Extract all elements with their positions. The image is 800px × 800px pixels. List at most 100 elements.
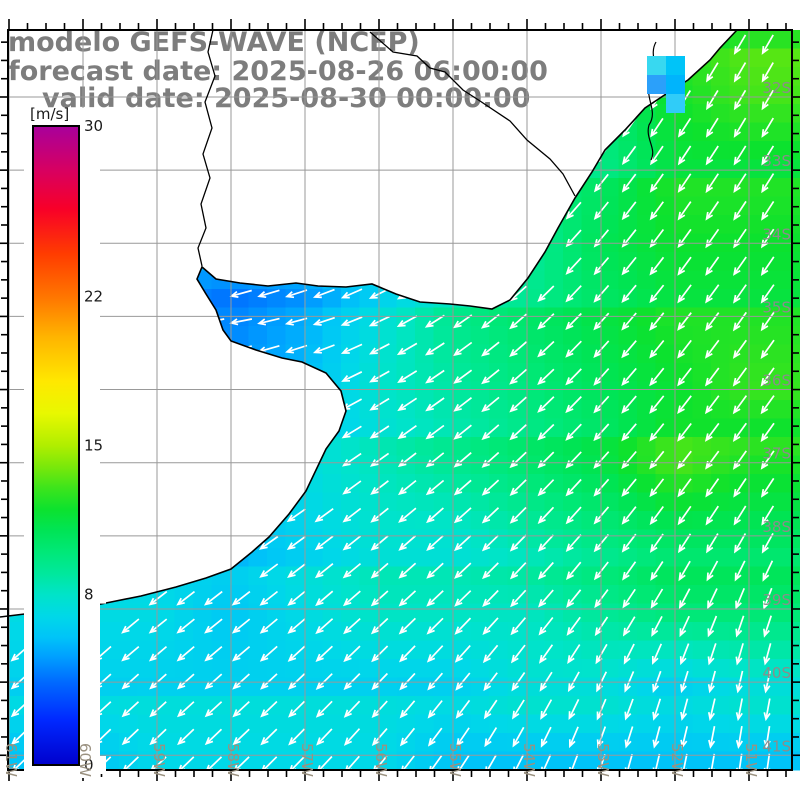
field-cell: [526, 344, 545, 364]
field-cell: [692, 289, 712, 308]
field-cell: [267, 326, 286, 345]
field-cell: [674, 696, 693, 715]
wave-arrow: [397, 397, 418, 412]
wave-arrow: [649, 423, 665, 442]
field-cell: [119, 751, 138, 771]
field-cell: [396, 474, 416, 493]
field-cell: [544, 640, 564, 660]
field-cell: [674, 603, 693, 623]
field-cell: [526, 381, 545, 401]
field-cell: [322, 714, 342, 734]
wave-arrow: [621, 256, 637, 276]
field-cell: [433, 381, 453, 401]
field-cell: [711, 511, 730, 530]
wave-arrow: [398, 562, 417, 579]
wave-arrow: [568, 726, 579, 749]
colorbar-tick-bg: [82, 436, 106, 455]
field-cell: [600, 215, 619, 234]
field-cell: [396, 659, 416, 678]
field-cell: [359, 659, 379, 678]
field-cell: [452, 381, 471, 401]
field-cell: [156, 733, 175, 752]
field-cell: [452, 418, 471, 438]
field-cell: [581, 511, 601, 530]
wave-arrow: [314, 535, 334, 551]
field-cell: [415, 603, 434, 623]
field-cell: [729, 85, 749, 105]
field-cell: [359, 492, 379, 512]
field-cell: [452, 659, 471, 678]
wave-arrow: [705, 450, 720, 470]
lat-label: 38S: [762, 518, 791, 536]
field-cell: [378, 418, 397, 438]
field-cell: [230, 566, 249, 586]
wave-arrow: [677, 422, 692, 442]
colorbar-tick-bg: [82, 585, 106, 604]
field-cell: [600, 178, 619, 197]
field-cell: [581, 640, 601, 660]
wave-arrow: [369, 397, 390, 411]
wave-arrow: [454, 562, 472, 579]
field-cell: [692, 751, 712, 771]
field-cell: [637, 566, 656, 586]
field-cell: [156, 751, 175, 771]
field-cell: [507, 474, 527, 493]
wave-arrow: [593, 368, 610, 386]
field-cell: [304, 585, 323, 604]
field-cell: [563, 326, 582, 345]
field-cell: [452, 714, 471, 734]
field-cell: [433, 455, 453, 475]
field-cell: [507, 363, 527, 382]
wave-arrow: [286, 508, 307, 523]
wave-arrow: [621, 478, 637, 497]
field-cell: [100, 659, 120, 678]
field-cell: [748, 714, 767, 734]
field-cell: [581, 307, 601, 327]
wave-arrow: [565, 506, 582, 525]
field-cell: [359, 622, 379, 641]
wave-arrow: [732, 339, 747, 359]
field-cell: [544, 733, 564, 752]
field-cell: [563, 437, 582, 456]
wave-arrow: [593, 173, 609, 193]
field-cell: [322, 659, 342, 678]
field-cell: [618, 474, 638, 493]
wave-arrow: [593, 478, 610, 497]
wave-arrow: [260, 700, 278, 718]
wave-arrow: [509, 562, 527, 580]
wave-arrow: [761, 89, 774, 111]
field-cell: [193, 714, 212, 734]
field-cell: [637, 437, 656, 456]
field-cell: [637, 344, 656, 364]
field-cell: [563, 640, 582, 660]
field-cell: [359, 733, 379, 752]
field-cell: [304, 622, 323, 641]
field-cell: [174, 603, 194, 623]
field-cell: [452, 751, 471, 771]
field-cell: [452, 326, 471, 345]
field-cell: [415, 437, 434, 456]
wave-arrow: [565, 478, 582, 497]
field-cell: [711, 252, 730, 271]
field-cell: [729, 548, 749, 567]
colorbar-tick-label: 30: [84, 117, 103, 135]
wave-arrow: [509, 479, 527, 496]
field-cell: [8, 622, 27, 641]
field-cell: [341, 492, 360, 512]
lon-label: 52W: [668, 743, 686, 777]
field-cell: [119, 603, 138, 623]
field-cell: [729, 307, 749, 327]
wave-arrow: [621, 367, 637, 386]
field-cell: [470, 603, 490, 623]
field-cell: [655, 437, 675, 456]
field-cell: [137, 751, 157, 771]
wave-arrow: [761, 34, 774, 55]
field-cell: [322, 548, 342, 567]
wave-arrow: [149, 701, 167, 718]
field-cell: [618, 751, 638, 771]
wave-arrow: [176, 645, 195, 662]
field-cell: [655, 733, 675, 752]
model-title: modelo GEFS-WAVE (NCEP): [8, 27, 420, 58]
field-cell: [600, 159, 619, 179]
field-cell: [507, 437, 527, 456]
